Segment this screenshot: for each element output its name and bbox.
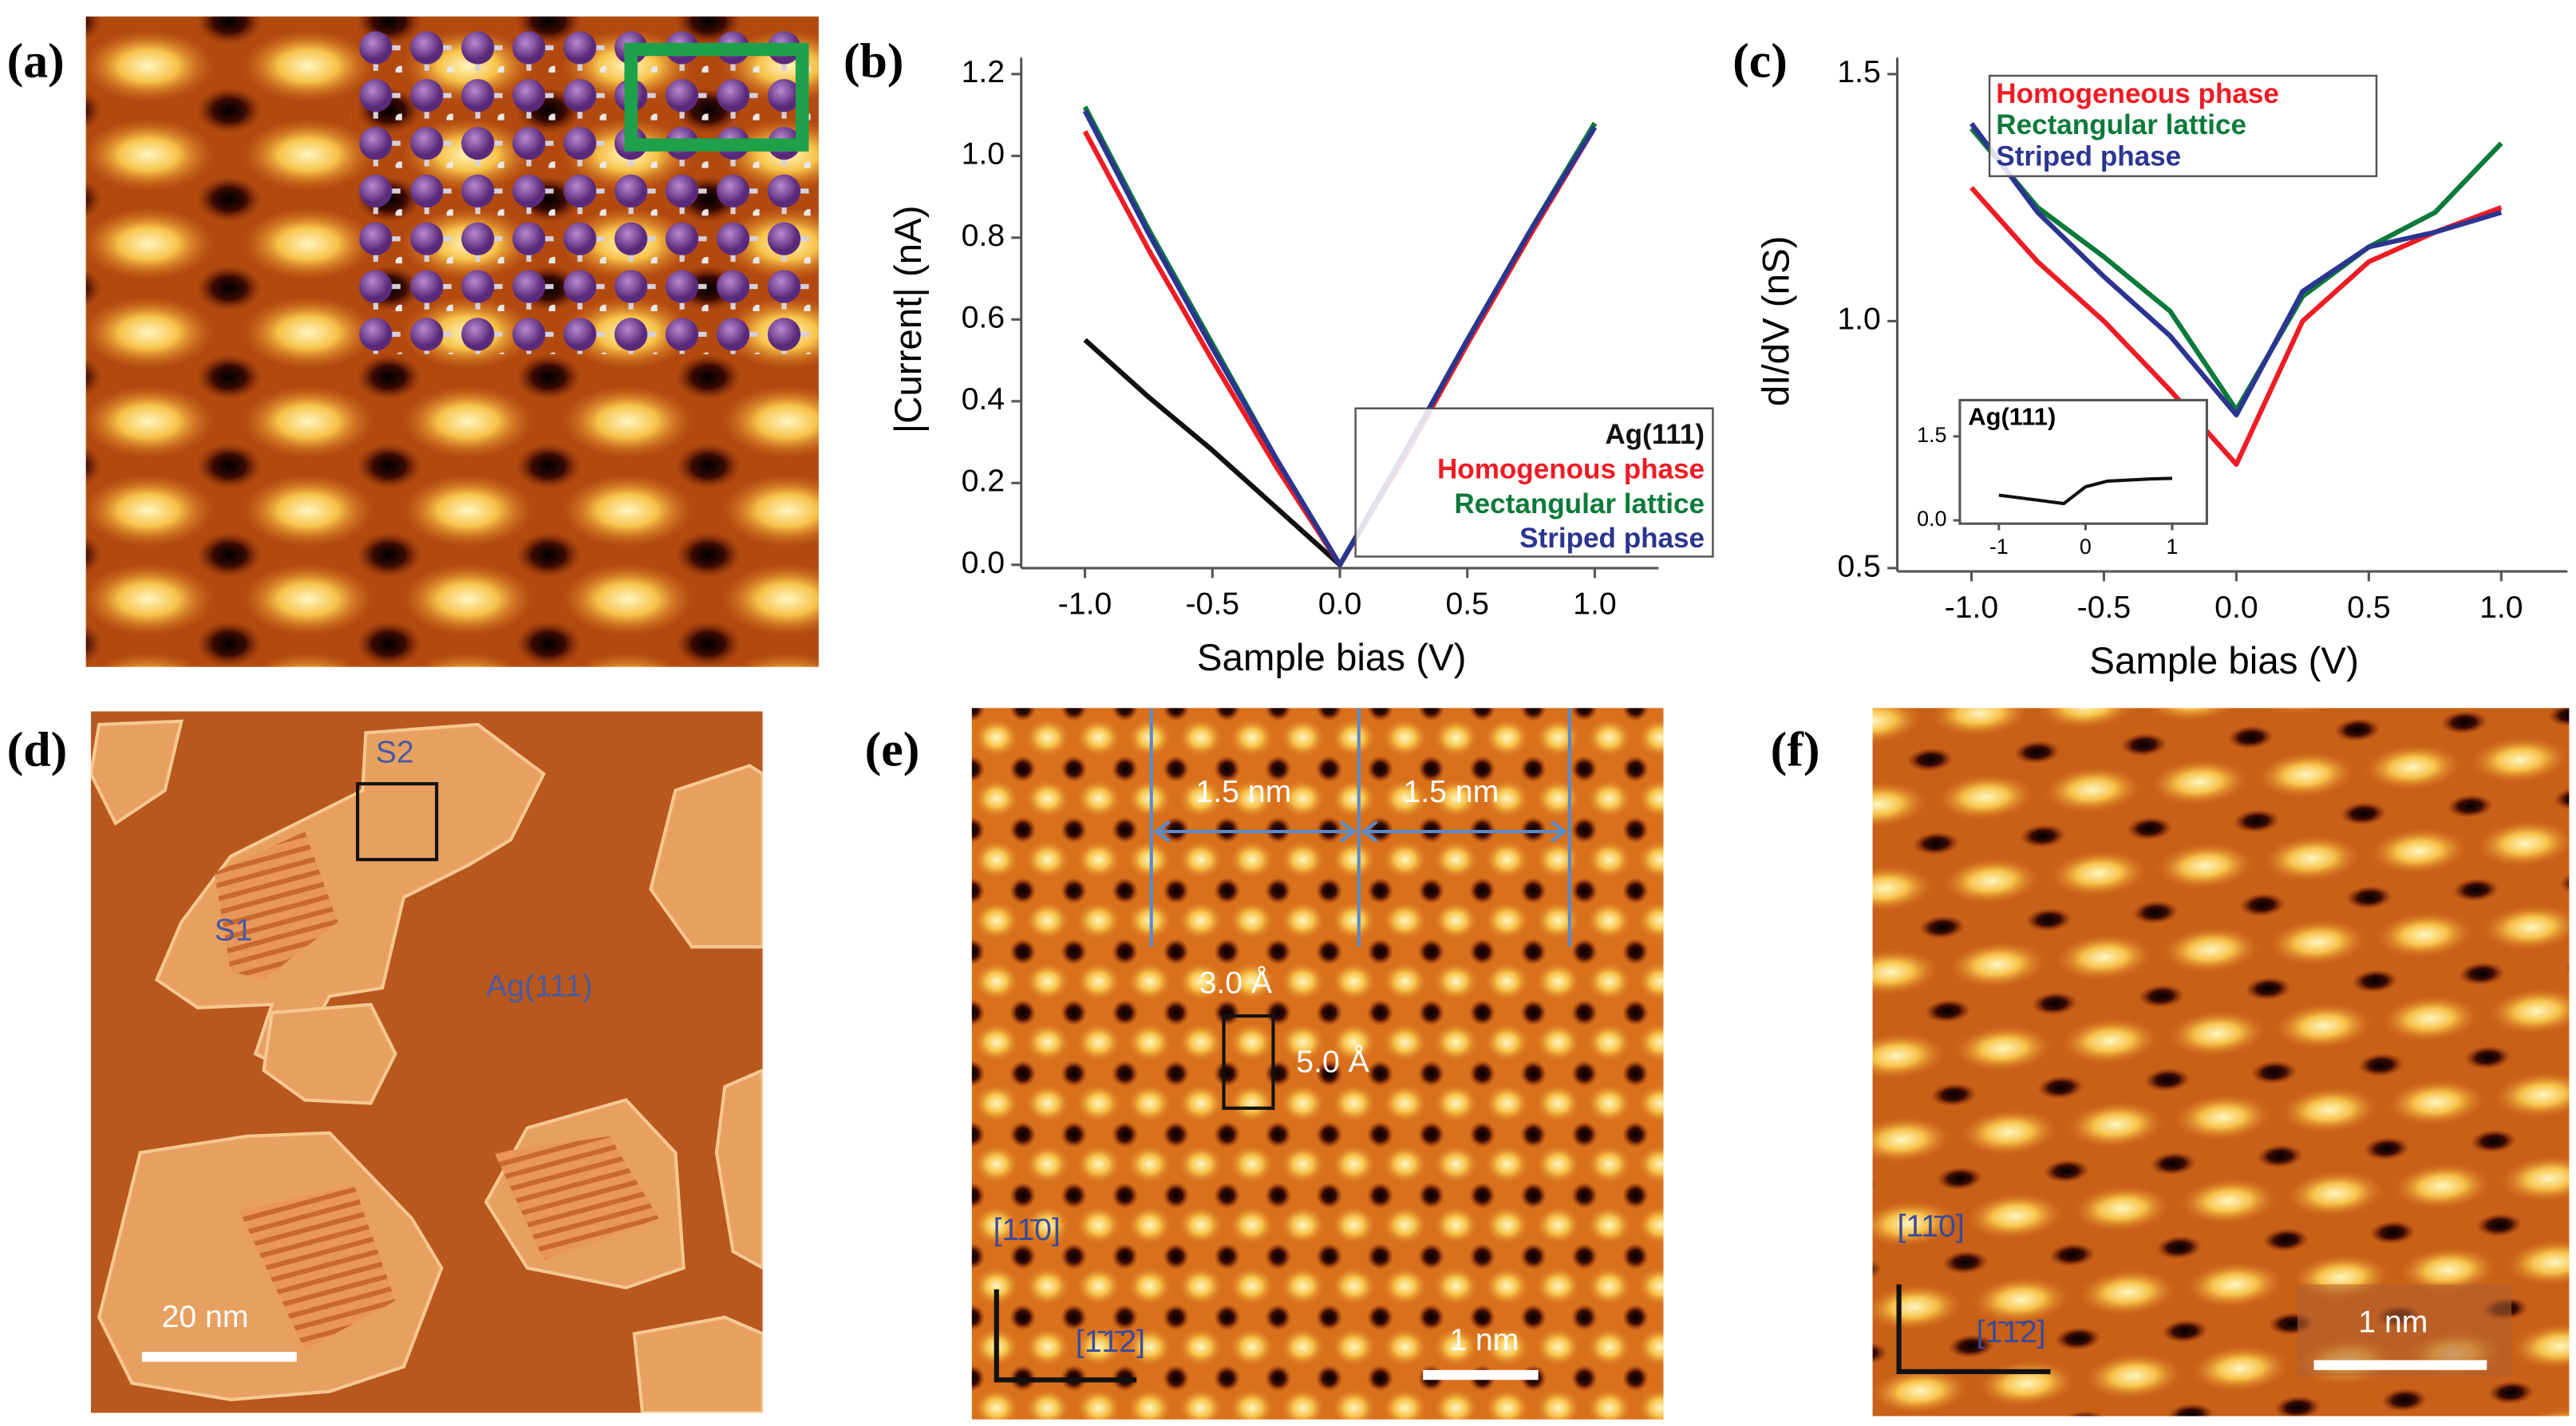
x-tick-label: 1.0 — [1573, 587, 1616, 622]
y-tick-label: 0.6 — [962, 301, 1005, 335]
x-tick-label: 0 — [2080, 535, 2092, 559]
y-axis-label: |Current| (nA) — [887, 205, 930, 433]
legend-entry: Striped phase — [1519, 523, 1705, 554]
x-tick-label: 0.5 — [2347, 591, 2390, 625]
data-line — [1970, 186, 2503, 468]
x-axis-label: Sample bias (V) — [1197, 637, 1467, 679]
data-line — [1998, 476, 2173, 506]
annotation: 1.5 nm — [1195, 775, 1291, 809]
annotation: 1.5 nm — [1403, 775, 1499, 809]
x-tick-label: 0.0 — [2214, 591, 2258, 625]
y-tick-label: 0.2 — [962, 464, 1005, 499]
legend-entry: Striped phase — [1996, 140, 2181, 172]
y-tick-label: 1.2 — [962, 55, 1005, 89]
x-tick-label: -1 — [1989, 535, 2009, 559]
data-line — [1969, 121, 2503, 418]
legend-frame — [1354, 407, 1714, 558]
stm-image — [971, 708, 1664, 1420]
y-tick-label: 0.5 — [1837, 549, 1880, 583]
axes-indicator — [1896, 1284, 2051, 1374]
y-tick-label: 0.0 — [962, 546, 1005, 580]
panel-label: (f) — [1771, 722, 1820, 776]
panel-label: (d) — [7, 722, 68, 776]
y-tick-label: 0.4 — [962, 382, 1005, 417]
panel-label: (a) — [7, 34, 65, 89]
annotation: 20 nm — [162, 1300, 249, 1334]
stm-image — [90, 711, 763, 1413]
legend-entry: Homogenous phase — [1437, 453, 1705, 484]
x-tick-label: 1 — [2167, 535, 2179, 559]
x-tick-label: 1.0 — [2479, 591, 2523, 625]
x-axis-label: Sample bias (V) — [2089, 640, 2359, 682]
legend-frame — [1988, 74, 2378, 178]
annotation: 1 nm — [1449, 1323, 1519, 1357]
y-tick-label: 1.5 — [1917, 423, 1946, 447]
annotation: 1 nm — [2358, 1305, 2428, 1339]
panel-label: (c) — [1732, 34, 1788, 89]
unit-cell-box — [624, 42, 809, 152]
scale-bar — [2313, 1360, 2487, 1370]
y-tick-label: 0.0 — [1917, 507, 1946, 531]
axes-indicator — [994, 1289, 1137, 1383]
x-tick-label: -1.0 — [1945, 591, 1999, 625]
atomic-model — [350, 24, 819, 354]
y-axis-label: dI/dV (nS) — [1755, 236, 1797, 407]
data-line — [1082, 109, 1598, 567]
x-tick-label: -1.0 — [1058, 587, 1112, 622]
annotation: 3.0 Å — [1199, 965, 1273, 1000]
annotation: [11̄0] — [994, 1213, 1061, 1247]
legend-entry: Ag(111) — [1605, 419, 1705, 450]
panel-label: (e) — [865, 722, 920, 776]
annotation: 5.0 Å — [1296, 1044, 1369, 1079]
x-tick-label: 0.5 — [1445, 587, 1488, 622]
y-tick-label: 0.8 — [962, 219, 1005, 253]
annotation: S1 — [215, 913, 253, 947]
measure-lines — [1149, 708, 1571, 947]
y-tick-label: 1.0 — [962, 137, 1005, 172]
x-tick-label: 0.0 — [1318, 587, 1361, 622]
plot-frame — [1958, 398, 2208, 525]
scale-bar — [1423, 1369, 1539, 1381]
y-tick-label: 1.5 — [1837, 55, 1880, 89]
legend-entry: Rectangular lattice — [1454, 488, 1705, 519]
annotation: Ag(111) — [486, 969, 593, 1003]
legend-entry: Rectangular lattice — [1996, 109, 2246, 140]
inset-title: Ag(111) — [1968, 402, 2056, 430]
annotation: [1̄1̄2] — [1977, 1315, 2046, 1349]
x-tick-label: -0.5 — [2077, 591, 2132, 625]
y-tick-label: 1.0 — [1837, 302, 1880, 337]
x-tick-label: -0.5 — [1186, 587, 1240, 622]
unit-cell-box — [1222, 1014, 1275, 1110]
legend-entry: Homogeneous phase — [1996, 78, 2279, 109]
panel-label: (b) — [844, 34, 904, 89]
annotation: [1̄1̄2] — [1076, 1325, 1145, 1359]
annotation: [11̄0] — [1897, 1210, 1964, 1244]
annotation: S2 — [376, 735, 414, 769]
